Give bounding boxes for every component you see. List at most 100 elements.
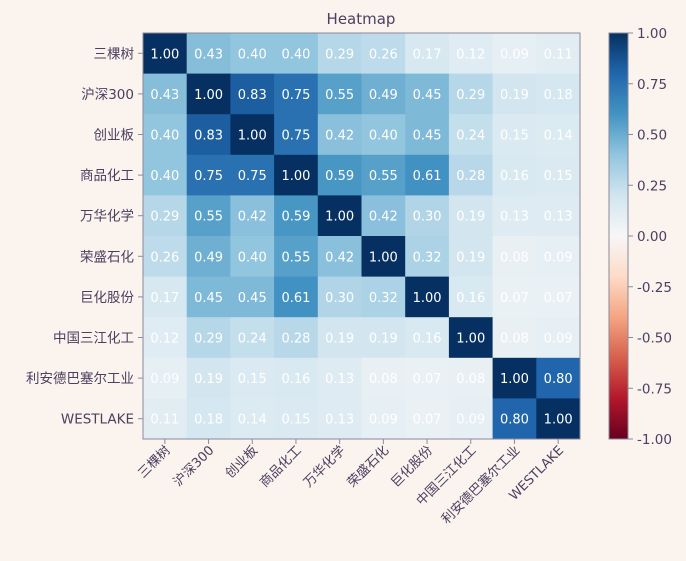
heatmap-cell xyxy=(536,33,581,75)
heatmap-cell xyxy=(448,195,494,237)
cell-value-label: 0.08 xyxy=(500,332,529,347)
cell-value-label: 0.07 xyxy=(544,291,573,306)
heatmap-cell xyxy=(536,357,581,399)
heatmap-cell xyxy=(361,195,406,237)
cell-value-label: 0.40 xyxy=(238,250,267,265)
heatmap-cell xyxy=(317,398,362,440)
cell-value-label: 0.75 xyxy=(238,169,267,184)
cell-value-label: 0.24 xyxy=(238,332,267,347)
cell-value-label: 0.17 xyxy=(413,47,442,62)
heatmap-cell-labels: 1.00 0.43 0.40 0.40 0.29 0.26 0.17 0.12 0.09 0.11… xyxy=(150,47,572,427)
heatmap-cell xyxy=(405,236,450,278)
heatmap-cell xyxy=(361,236,406,278)
x-tick-label: 万华化学 xyxy=(300,443,348,491)
cell-value-label: 0.29 xyxy=(194,332,223,347)
cell-value-label: 0.29 xyxy=(150,210,179,225)
cell-value-label: 1.00 xyxy=(238,129,267,144)
cell-value-label: 0.32 xyxy=(369,291,398,306)
cell-value-label: 0.45 xyxy=(413,129,442,144)
heatmap-cell xyxy=(274,317,319,359)
heatmap-cell xyxy=(274,73,319,115)
x-tick-label: 创业板 xyxy=(223,443,261,481)
cell-value-label: 0.61 xyxy=(281,291,310,306)
heatmap-cell xyxy=(492,317,537,359)
heatmap-cell xyxy=(143,33,188,75)
y-tick-label: WESTLAKE xyxy=(61,412,134,428)
heatmap-cell xyxy=(405,73,450,115)
cell-value-label: 0.42 xyxy=(325,129,354,144)
heatmap-cell xyxy=(143,195,188,237)
cell-value-label: 0.15 xyxy=(238,372,267,387)
heatmap-cell xyxy=(492,398,537,440)
x-tick-label: 商品化工 xyxy=(257,443,304,490)
heatmap-cell xyxy=(186,195,231,237)
cell-value-label: 1.00 xyxy=(413,291,442,306)
y-tick-label: 三棵树 xyxy=(94,46,135,62)
heatmap-cell xyxy=(448,154,494,196)
heatmap-cell xyxy=(186,154,231,196)
cell-value-label: 0.42 xyxy=(238,210,267,225)
cell-value-label: 0.08 xyxy=(500,250,529,265)
heatmap-cell xyxy=(143,114,188,156)
heatmap-cell xyxy=(448,398,494,440)
heatmap-cell xyxy=(186,357,231,399)
heatmap-cells xyxy=(143,33,581,440)
heatmap-cell xyxy=(274,154,319,196)
heatmap-cell xyxy=(492,33,537,75)
cell-value-label: 0.43 xyxy=(194,47,223,62)
colorbar-tick-label: 0.00 xyxy=(637,229,667,245)
colorbar-tick-label: 0.25 xyxy=(637,178,667,194)
heatmap-cell xyxy=(317,114,362,156)
cell-value-label: 0.29 xyxy=(456,88,485,103)
cell-value-label: 0.09 xyxy=(150,372,179,387)
heatmap-cell xyxy=(186,317,231,359)
cell-value-label: 1.00 xyxy=(325,210,354,225)
heatmap-cell xyxy=(448,236,494,278)
heatmap-cell xyxy=(492,73,537,115)
heatmap-cell xyxy=(492,154,537,196)
heatmap-cell xyxy=(274,236,319,278)
heatmap-cell xyxy=(230,33,275,75)
x-tick-label: 沪深300 xyxy=(170,443,217,490)
heatmap-cell xyxy=(492,236,537,278)
cell-value-label: 0.07 xyxy=(413,413,442,428)
heatmap-cell xyxy=(230,154,275,196)
heatmap-cell xyxy=(230,114,275,156)
cell-value-label: 0.26 xyxy=(150,250,179,265)
y-tick-label: 中国三江化工 xyxy=(53,331,134,347)
heatmap-cell xyxy=(448,317,494,359)
heatmap-cell xyxy=(448,276,494,318)
heatmap-cell xyxy=(143,398,188,440)
cell-value-label: 0.19 xyxy=(194,372,223,387)
y-tick-label: 商品化工 xyxy=(80,168,134,184)
colorbar-tick-label: 0.50 xyxy=(637,128,667,144)
heatmap-cell xyxy=(536,236,581,278)
heatmap-cell xyxy=(274,195,319,237)
colorbar: 1.00 0.75 0.50 0.25 0.00 -0.25 -0.50 -0.75 -1.00 xyxy=(608,26,672,448)
colorbar-tick-label: -0.75 xyxy=(637,381,672,397)
heatmap-cell xyxy=(186,114,231,156)
heatmap-cell xyxy=(361,154,406,196)
heatmap-cell xyxy=(405,195,450,237)
colorbar-tick-label: -0.50 xyxy=(637,331,672,347)
heatmap-cell xyxy=(405,398,450,440)
heatmap-cell xyxy=(492,357,537,399)
heatmap-cell xyxy=(536,276,581,318)
cell-value-label: 0.75 xyxy=(281,88,310,103)
cell-value-label: 0.16 xyxy=(413,332,442,347)
heatmap-cell xyxy=(405,33,450,75)
heatmap-cell xyxy=(361,398,406,440)
cell-value-label: 0.17 xyxy=(150,291,179,306)
cell-value-label: 0.12 xyxy=(456,47,485,62)
heatmap-cell xyxy=(317,195,362,237)
cell-value-label: 0.09 xyxy=(369,413,398,428)
heatmap-cell xyxy=(230,236,275,278)
cell-value-label: 1.00 xyxy=(369,250,398,265)
colorbar-tick-label: 1.00 xyxy=(637,26,667,42)
heatmap-cell xyxy=(361,33,406,75)
cell-value-label: 0.26 xyxy=(369,47,398,62)
plot-frame xyxy=(142,32,581,440)
heatmap-cell xyxy=(274,114,319,156)
